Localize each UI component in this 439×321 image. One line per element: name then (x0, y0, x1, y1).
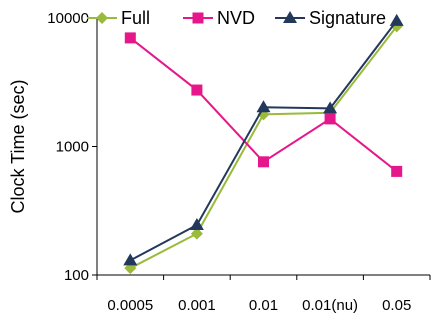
legend-marker-signature (283, 11, 297, 23)
legend-label: NVD (217, 8, 255, 28)
series-signature (123, 13, 404, 266)
x-tick-label: 0.01 (249, 297, 278, 314)
axes: 100 1000 10000 0.0005 0.001 0.01 0.01(nu) 0.05 (47, 10, 431, 314)
legend-item-full: Full (87, 8, 150, 28)
series-nvd (124, 32, 403, 177)
series-full (124, 20, 403, 275)
y-axis-title: Clock Time (sec) (8, 79, 28, 213)
legend-label: Full (121, 8, 150, 28)
y-tick-label: 100 (64, 267, 89, 284)
series-line-full (129, 25, 398, 270)
data-point-full (190, 227, 203, 240)
legend-item-signature: Signature (275, 8, 386, 28)
y-tick-label: 1000 (56, 139, 89, 156)
data-point-nvd (258, 156, 269, 168)
series-layer (123, 13, 404, 275)
data-point-signature (323, 101, 338, 114)
data-point-nvd (391, 165, 403, 177)
y-tick-label: 10000 (47, 10, 89, 27)
data-point-signature (189, 217, 204, 230)
data-point-signature (389, 13, 404, 26)
data-point-nvd (124, 32, 136, 44)
data-point-signature (123, 253, 138, 266)
data-point-signature (256, 100, 271, 113)
x-tick-label: 0.05 (382, 297, 411, 314)
x-tick-label: 0.0005 (107, 297, 153, 314)
data-point-nvd (324, 113, 336, 125)
x-tick-label: 0.01(nu) (302, 297, 358, 314)
legend-marker-full (96, 12, 108, 24)
legend-marker-nvd (192, 12, 204, 24)
legend-item-nvd: NVD (183, 8, 255, 28)
data-point-nvd (191, 84, 203, 96)
x-tick-label: 0.001 (178, 297, 216, 314)
legend-label: Signature (309, 8, 386, 28)
legend: Full NVD Signature (87, 8, 386, 28)
